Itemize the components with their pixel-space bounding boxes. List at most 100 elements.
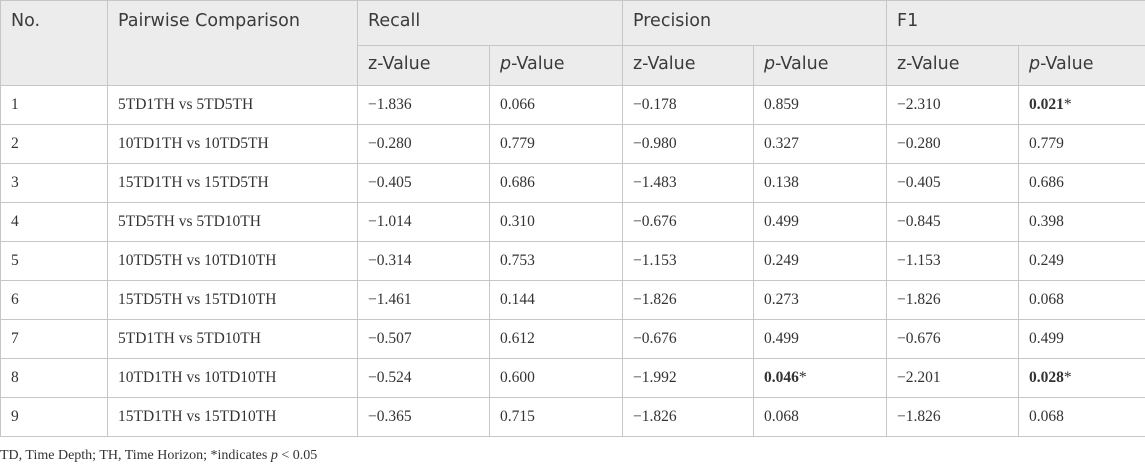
cell-f1-p-value: 0.779 [1017,124,1145,164]
cell-f1-z-value: −2.201 [886,358,1019,398]
cell-precision-z-value: −1.153 [622,241,754,281]
table-body: 1 5TD1TH vs 5TD5TH −1.836 0.066 −0.178 0.859−… [0,85,1145,437]
cell-precision-p-value: 0.273 [753,280,887,320]
cell-f1-z-value: −2.310 [886,85,1019,125]
cell-comparison: 15TD5TH vs 15TD10TH [107,280,358,320]
cell-comparison: 10TD5TH vs 10TD10TH [107,241,358,281]
table-row: 6 15TD5TH vs 15TD10TH −1.461 0.144 −1.826 0.2… [0,280,1145,320]
cell-precision-p-value: 0.046* [753,358,887,398]
cell-no: 6 [0,280,108,320]
cell-precision-p-value: 0.859 [753,85,887,125]
header-pairwise-comparison: Pairwise Comparison [107,0,358,86]
table-row: 8 10TD1TH vs 10TD10TH −0.524 0.600 −1.992 0.0… [0,358,1145,398]
cell-comparison: 15TD1TH vs 15TD5TH [107,163,358,203]
cell-no: 2 [0,124,108,164]
cell-no: 1 [0,85,108,125]
significant-value: 0.046 [764,369,799,386]
header-no: No. [0,0,108,86]
cell-no: 8 [0,358,108,398]
cell-recall-p-value: 0.753 [489,241,623,281]
header-recall-p-value: p-Value [489,45,623,86]
significance-marker: * [1063,369,1072,386]
table-row: 3 15TD1TH vs 15TD5TH −0.405 0.686 −1.483 0.13… [0,163,1145,203]
cell-recall-z-value: −0.365 [357,397,490,437]
significance-marker: * [798,369,807,386]
cell-f1-z-value: −0.405 [886,163,1019,203]
cell-no: 4 [0,202,108,242]
cell-f1-p-value: 0.068 [1017,397,1145,437]
table-row: 1 5TD1TH vs 5TD5TH −1.836 0.066 −0.178 0.859−… [0,85,1145,125]
cell-precision-p-value: 0.327 [753,124,887,164]
cell-precision-z-value: −1.826 [622,397,754,437]
cell-recall-z-value: −1.014 [357,202,490,242]
header-precision-z-value: z-Value [622,45,754,86]
cell-recall-p-value: 0.686 [489,163,623,203]
cell-recall-z-value: −0.314 [357,241,490,281]
cell-comparison: 10TD1TH vs 10TD10TH [107,358,358,398]
cell-recall-p-value: 0.310 [489,202,623,242]
cell-comparison: 5TD1TH vs 5TD5TH [107,85,358,125]
cell-recall-p-value: 0.600 [489,358,623,398]
cell-f1-z-value: −1.153 [886,241,1019,281]
cell-recall-p-value: 0.779 [489,124,623,164]
cell-precision-p-value: 0.068 [753,397,887,437]
cell-recall-p-value: 0.715 [489,397,623,437]
cell-comparison: 5TD1TH vs 5TD10TH [107,319,358,359]
cell-precision-z-value: −1.826 [622,280,754,320]
cell-no: 7 [0,319,108,359]
cell-precision-z-value: −0.980 [622,124,754,164]
cell-precision-p-value: 0.138 [753,163,887,203]
cell-recall-p-value: 0.144 [489,280,623,320]
header-f1: F1 [885,0,1145,46]
header-f1-p-value: p-Value [1017,45,1145,86]
table-row: 7 5TD1TH vs 5TD10TH −0.507 0.612 −0.676 0.499… [0,319,1145,359]
cell-f1-p-value: 0.068 [1017,280,1145,320]
cell-f1-p-value: 0.499 [1017,319,1145,359]
table-header: No. Pairwise Comparison Recall Precision… [0,0,1145,86]
cell-precision-z-value: −0.178 [622,85,754,125]
cell-precision-z-value: −1.483 [622,163,754,203]
cell-comparison: 10TD1TH vs 10TD5TH [107,124,358,164]
table-row: 4 5TD5TH vs 5TD10TH −1.014 0.310 −0.676 0.499… [0,202,1145,242]
header-recall: Recall [357,0,623,46]
cell-no: 5 [0,241,108,281]
table-footnote: TD, Time Depth; TH, Time Horizon; *indic… [0,448,318,463]
cell-f1-p-value: 0.028* [1017,358,1145,398]
cell-recall-z-value: −0.524 [357,358,490,398]
header-precision: Precision [622,0,887,46]
cell-precision-p-value: 0.249 [753,241,887,281]
cell-no: 3 [0,163,108,203]
cell-precision-p-value: 0.499 [753,319,887,359]
table-row: 2 10TD1TH vs 10TD5TH −0.280 0.779 −0.980 0.32… [0,124,1145,164]
cell-f1-z-value: −0.676 [886,319,1019,359]
header-precision-p-value: p-Value [753,45,887,86]
cell-f1-p-value: 0.398 [1017,202,1145,242]
table-row: 9 15TD1TH vs 15TD10TH −0.365 0.715 −1.826 0.0… [0,397,1145,437]
cell-comparison: 15TD1TH vs 15TD10TH [107,397,358,437]
cell-recall-z-value: −0.507 [357,319,490,359]
header-recall-z-value: z-Value [357,45,490,86]
cell-f1-z-value: −1.826 [886,397,1019,437]
significant-value: 0.021 [1029,96,1064,113]
cell-precision-z-value: −0.676 [622,319,754,359]
cell-recall-z-value: −1.461 [357,280,490,320]
cell-f1-z-value: −0.280 [886,124,1019,164]
cell-recall-z-value: −1.836 [357,85,490,125]
cell-recall-p-value: 0.066 [489,85,623,125]
cell-precision-z-value: −0.676 [622,202,754,242]
cell-f1-z-value: −1.826 [886,280,1019,320]
cell-precision-p-value: 0.499 [753,202,887,242]
cell-f1-p-value: 0.021* [1017,85,1145,125]
significance-marker: * [1063,96,1072,113]
cell-recall-p-value: 0.612 [489,319,623,359]
cell-f1-p-value: 0.686 [1017,163,1145,203]
significant-value: 0.028 [1029,369,1064,386]
results-table: No. Pairwise Comparison Recall Precision… [0,0,1145,437]
table-row: 5 10TD5TH vs 10TD10TH −0.314 0.753 −1.153 0.2… [0,241,1145,281]
cell-recall-z-value: −0.405 [357,163,490,203]
cell-f1-z-value: −0.845 [886,202,1019,242]
header-f1-z-value: z-Value [886,45,1019,86]
cell-comparison: 5TD5TH vs 5TD10TH [107,202,358,242]
cell-f1-p-value: 0.249 [1017,241,1145,281]
cell-recall-z-value: −0.280 [357,124,490,164]
